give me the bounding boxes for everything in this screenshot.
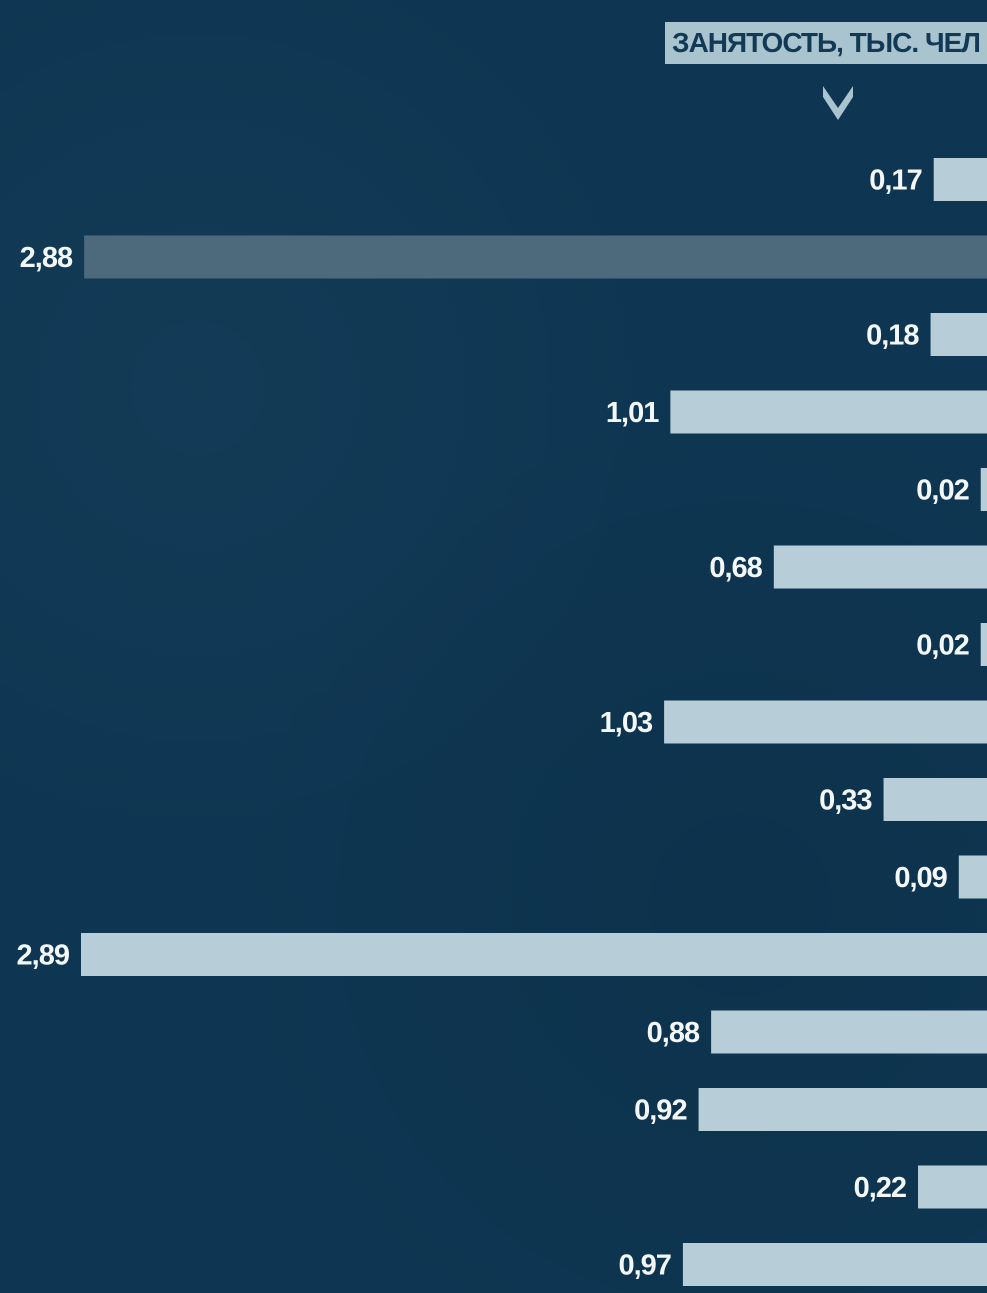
chevron-down-icon <box>823 86 853 120</box>
bar-7 <box>980 623 987 666</box>
bar-value-label-14: 0,22 <box>854 1172 906 1204</box>
bar-15 <box>682 1243 987 1286</box>
bar-value-label-1: 0,17 <box>869 165 921 197</box>
bar-value-label-15: 0,97 <box>618 1250 670 1282</box>
bar-value-label-10: 0,09 <box>894 862 947 894</box>
bar-value-label-12: 0,88 <box>647 1017 700 1049</box>
bar-value-label-2: 2,88 <box>20 242 73 274</box>
bar-value-label-13: 0,92 <box>634 1095 686 1127</box>
bar-8 <box>664 700 987 744</box>
bar-1 <box>933 158 987 201</box>
bar-11 <box>81 933 987 976</box>
bar-value-label-3: 0,18 <box>866 320 919 352</box>
bar-6 <box>773 545 987 589</box>
bar-14 <box>918 1165 987 1209</box>
bar-13 <box>698 1088 987 1131</box>
bar-12 <box>711 1010 987 1054</box>
bar-value-label-9: 0,33 <box>819 785 872 817</box>
bar-3 <box>930 313 987 356</box>
bar-value-label-5: 0,02 <box>916 475 968 507</box>
bar-9 <box>883 778 987 821</box>
bar-value-label-4: 1,01 <box>606 397 659 429</box>
bar-value-label-7: 0,02 <box>916 630 968 662</box>
bar-5 <box>980 468 987 511</box>
bar-10 <box>958 855 987 899</box>
bar-value-label-8: 1,03 <box>600 707 653 739</box>
bar-value-label-11: 2,89 <box>17 940 70 972</box>
bar-value-label-6: 0,68 <box>709 552 762 584</box>
axis-header-label: ЗАНЯТОСТЬ, ТЫС. ЧЕЛ <box>665 22 987 64</box>
bar-4 <box>670 390 987 434</box>
bar-2 <box>84 235 987 279</box>
